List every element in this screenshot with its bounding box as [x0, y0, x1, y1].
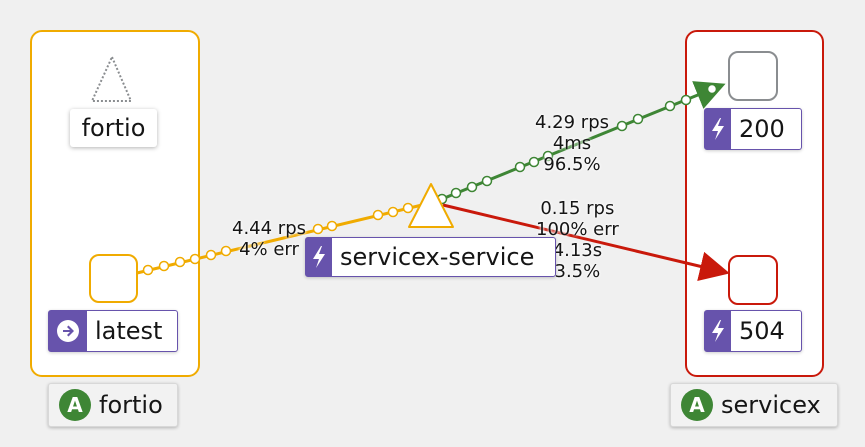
code-200-label[interactable]: 200 [704, 108, 802, 150]
group-name-text: fortio [99, 391, 163, 419]
service-label[interactable]: servicex-service [305, 237, 556, 277]
code-200-text: 200 [739, 115, 785, 143]
edge-rps-text: 4.29 rps [535, 112, 610, 133]
group-label-servicex[interactable]: A servicex [670, 383, 838, 427]
icon-box [306, 238, 332, 276]
edge-rps-text: 4.44 rps [232, 218, 307, 239]
lightning-icon [712, 320, 724, 342]
edge-pct-text: 96.5% [543, 154, 601, 175]
group-label-fortio[interactable]: A fortio [48, 383, 178, 427]
lightning-icon [313, 246, 325, 268]
code-504-text: 504 [739, 317, 785, 345]
edge-service-to-504[interactable] [442, 203, 730, 282]
edge-label-fortio-to-service: 4.44 rps 4% err [232, 218, 306, 260]
edge-label-service-to-200: 4.29 rps 4ms 96.5% [535, 112, 609, 175]
fortio-app-label[interactable]: fortio [70, 109, 157, 147]
arrow-right-circle-icon [57, 320, 79, 342]
icon-box [705, 109, 731, 149]
code-504-node[interactable] [728, 255, 778, 305]
app-badge-icon: A [681, 389, 713, 421]
icon-box [49, 311, 87, 351]
service-label-text: servicex-service [340, 243, 535, 271]
lightning-icon [712, 118, 724, 140]
edge-label-service-to-504: 0.15 rps 100% err 4.13s 3.5% [536, 198, 619, 282]
edge-rps-text: 0.15 rps [540, 198, 615, 219]
edge-fortio-to-service[interactable] [136, 202, 423, 276]
fortio-latest-node[interactable] [89, 254, 138, 303]
group-name-text: servicex [721, 391, 821, 419]
app-badge-icon: A [59, 389, 91, 421]
edge-err-text: 100% err [536, 219, 619, 240]
edge-pct-text: 3.5% [554, 261, 601, 282]
code-504-label[interactable]: 504 [704, 310, 802, 352]
fortio-latest-label[interactable]: latest [48, 310, 178, 352]
edge-time-text: 4ms [552, 133, 592, 154]
fortio-latest-text: latest [95, 317, 163, 345]
icon-box [705, 311, 731, 351]
service-triangle-icon[interactable] [408, 183, 454, 228]
edge-time-text: 4.13s [552, 240, 603, 261]
edge-err-text: 4% err [239, 239, 299, 260]
fortio-app-triangle-icon[interactable] [91, 56, 132, 102]
code-200-node[interactable] [728, 51, 778, 101]
